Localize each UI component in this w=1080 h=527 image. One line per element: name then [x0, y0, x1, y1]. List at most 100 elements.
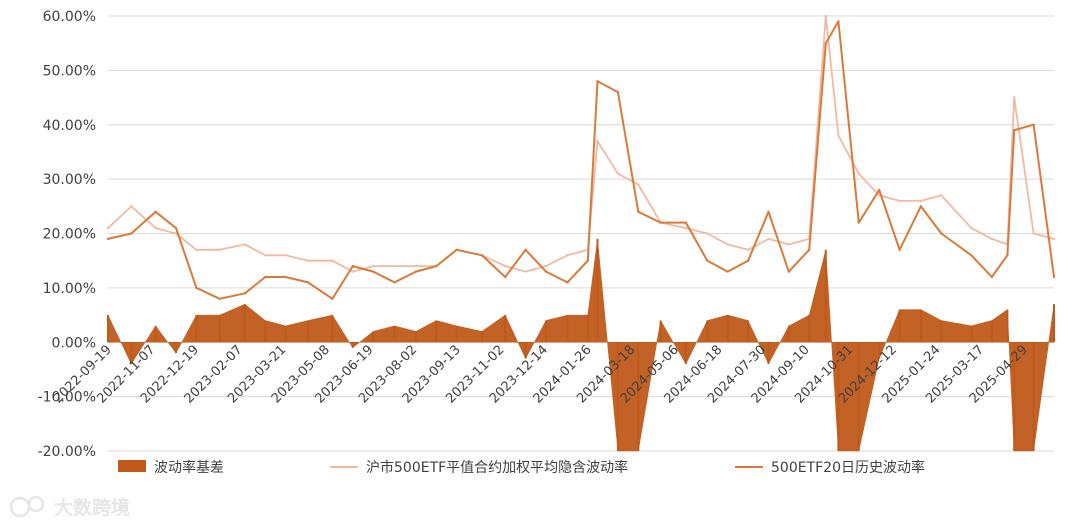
implied-vol-point	[990, 237, 993, 241]
historical-vol-point	[1006, 254, 1009, 257]
historical-vol-point	[435, 264, 438, 268]
historical-vol-point	[393, 281, 396, 284]
historical-vol-point	[331, 297, 334, 300]
implied-vol-point	[218, 248, 221, 251]
implied-vol-point	[331, 259, 334, 262]
historical-vol-point	[154, 210, 157, 213]
historical-vol-point	[637, 210, 640, 213]
implied-vol-point	[824, 14, 827, 18]
historical-vol-point	[726, 270, 729, 273]
legend-label: 500ETF20日历史波动率	[771, 459, 925, 476]
implied-vol-point	[616, 172, 620, 175]
historical-vol-point	[706, 259, 709, 262]
historical-vol-point	[616, 90, 620, 94]
line-layer	[106, 14, 1056, 300]
implied-vol-point	[106, 226, 110, 230]
implied-vol-point	[767, 237, 770, 241]
implied-vol-point	[544, 264, 548, 268]
historical-vol-point	[919, 205, 923, 208]
implied-vol-point	[372, 264, 375, 268]
implied-vol-point	[393, 264, 396, 268]
implied-vol-point	[1013, 96, 1016, 99]
historical-vol-point	[1013, 129, 1016, 132]
historical-vol-point	[284, 275, 287, 279]
historical-vol-point	[130, 232, 133, 235]
historical-vol-point	[808, 248, 811, 251]
historical-vol-point	[1032, 123, 1035, 126]
implied-vol-point	[243, 243, 247, 246]
historical-vol-point	[566, 281, 569, 284]
y-tick-label: 10.00%	[43, 281, 96, 297]
implied-vol-point	[414, 264, 418, 268]
y-tick-label: 20.00%	[43, 227, 96, 243]
historical-vol-point	[218, 297, 221, 300]
historical-vol-point	[746, 259, 750, 262]
x-axis: 2022-09-192022-11-072022-12-192023-02-07…	[51, 342, 1031, 406]
historical-vol-point	[504, 275, 507, 279]
implied-vol-point	[264, 254, 267, 257]
implied-vol-point	[130, 205, 133, 208]
y-tick-label: -20.00%	[38, 444, 96, 460]
historical-vol-point	[659, 221, 662, 224]
implied-vol-point	[726, 243, 729, 246]
historical-vol-point	[524, 248, 527, 251]
implied-vol-point	[637, 183, 640, 186]
historical-vol-point	[990, 275, 993, 279]
legend-swatch	[118, 460, 146, 472]
implied-vol-point	[940, 194, 943, 197]
historical-vol-point	[480, 254, 484, 257]
implied-vol-point	[706, 232, 709, 235]
basis-area-layer	[107, 238, 1055, 452]
historical-vol-point	[857, 221, 860, 224]
implied-vol-point	[970, 226, 973, 230]
legend: 波动率基差 沪市500ETF平值合约加权平均隐含波动率 500ETF20日历史波动率	[118, 459, 925, 476]
historical-vol-point	[878, 188, 881, 192]
y-axis: -20.00% -10.00% 0.00% 10.00% 20.00% 30.00% 40.…	[38, 9, 96, 460]
implied-vol-point	[284, 254, 287, 257]
y-tick-label: 40.00%	[43, 118, 96, 134]
historical-vol-point	[544, 270, 548, 273]
legend-item-basis: 波动率基差	[118, 459, 224, 476]
historical-vol-point	[898, 248, 901, 251]
historical-vol-point	[195, 286, 198, 290]
historical-vol-point	[351, 264, 354, 268]
historical-vol-point	[372, 270, 375, 273]
implied-vol-point	[898, 199, 901, 203]
legend-label: 沪市500ETF平值合约加权平均隐含波动率	[366, 459, 628, 476]
historical-vol-point	[940, 232, 943, 235]
y-tick-label: 30.00%	[43, 172, 96, 188]
implied-vol-point	[524, 270, 527, 273]
implied-vol-point	[195, 248, 198, 251]
historical-vol-point	[824, 42, 827, 45]
implied-vol-point	[154, 226, 157, 230]
historical-vol-point	[684, 221, 688, 224]
legend-label: 波动率基差	[154, 459, 224, 476]
historical-vol-point	[1052, 275, 1056, 279]
implied-vol-point	[787, 243, 790, 246]
historical-vol-point	[243, 292, 247, 295]
implied-vol-point	[566, 254, 569, 257]
historical-vol-point	[787, 270, 790, 273]
implied-vol-point	[684, 226, 688, 230]
historical-vol-point	[837, 20, 840, 23]
legend-item-historical-vol: 500ETF20日历史波动率	[735, 459, 925, 476]
implied-vol-point	[746, 248, 750, 251]
watermark-text: 大数跨境	[54, 496, 130, 519]
historical-vol-point	[414, 270, 418, 273]
implied-vol-point	[504, 264, 507, 268]
implied-vol-point	[919, 199, 923, 203]
basis-area	[107, 238, 1055, 452]
implied-vol-point	[351, 270, 354, 273]
y-tick-label: -10.00%	[38, 390, 96, 406]
implied-vol-point	[596, 139, 599, 143]
historical-vol-line	[107, 20, 1055, 300]
implied-vol-point	[837, 134, 840, 137]
historical-vol-point	[306, 281, 310, 284]
y-tick-label: 0.00%	[52, 335, 96, 351]
watermark-logo-icon	[9, 495, 45, 518]
historical-vol-point	[174, 226, 178, 230]
y-tick-label: 60.00%	[43, 9, 96, 25]
historical-vol-point	[106, 237, 110, 241]
historical-vol-point	[264, 275, 267, 279]
watermark: 大数跨境	[9, 495, 130, 519]
